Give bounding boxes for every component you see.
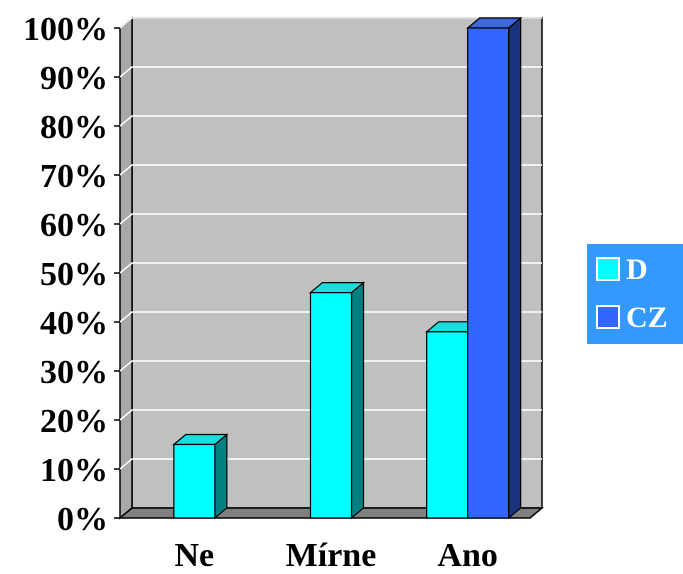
bar-side (508, 16, 522, 520)
y-tick-label: 70% (40, 158, 108, 195)
legend-swatch-d (596, 257, 620, 281)
y-tick-label: 20% (40, 403, 108, 440)
gridlines (119, 17, 542, 470)
x-category-label: Ne (175, 537, 215, 574)
bar-front (426, 331, 469, 519)
y-tick-label: 30% (40, 354, 108, 391)
y-tick-label: 0% (57, 501, 108, 538)
bar-front (309, 292, 353, 519)
bar-d-0 (172, 433, 229, 520)
x-category-label: Ano (437, 537, 497, 574)
legend: D CZ (587, 244, 683, 344)
legend-swatch-cz (596, 305, 620, 329)
gridline (119, 458, 542, 470)
y-tick-label: 100% (23, 11, 108, 48)
y-tick-label: 10% (40, 452, 108, 489)
gridline (119, 164, 542, 176)
bar-side (214, 433, 228, 520)
bar-side (350, 281, 365, 520)
legend-label-d: D (626, 253, 648, 286)
gridline (119, 262, 542, 274)
bar-front (173, 443, 216, 519)
gridline (119, 311, 542, 323)
x-category-label: Mírne (286, 537, 377, 574)
y-tick-label: 50% (40, 256, 108, 293)
y-tick-label: 80% (40, 109, 108, 146)
bars (172, 16, 523, 520)
bar-d-1 (308, 281, 366, 520)
y-axis-ticks: 0% 10% 20% 30% 40% 50% 60% 70% 80% 90% 100% (23, 11, 120, 538)
y-tick-label: 90% (40, 60, 108, 97)
bar-front (467, 27, 510, 519)
legend-label-cz: CZ (626, 301, 668, 334)
gridline (119, 17, 542, 29)
x-axis-categories: Ne Mírne Ano (175, 537, 498, 574)
gridline (119, 360, 542, 372)
y-tick-label: 40% (40, 305, 108, 342)
y-tick-label: 60% (40, 207, 108, 244)
gridline (119, 115, 542, 127)
gridline (119, 213, 542, 225)
gridline (119, 409, 542, 421)
gridline (119, 66, 542, 78)
bar-cz-2 (466, 16, 523, 520)
